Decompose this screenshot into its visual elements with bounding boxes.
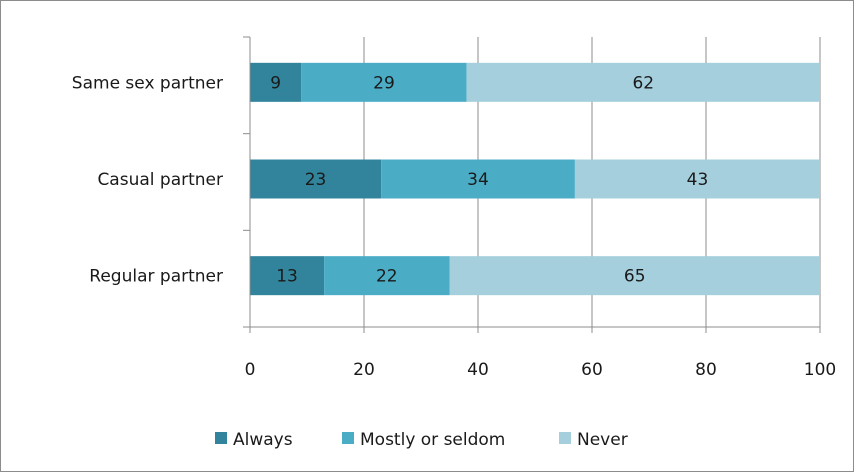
legend-swatch	[342, 432, 354, 444]
x-tick-label: 100	[804, 360, 836, 380]
category-label: Casual partner	[97, 170, 223, 190]
x-tick-label: 40	[467, 360, 489, 380]
data-label: 43	[687, 170, 709, 190]
data-label: 23	[305, 170, 327, 190]
category-label: Same sex partner	[72, 73, 223, 93]
data-label: 13	[276, 267, 298, 287]
legend-swatch	[559, 432, 571, 444]
data-label: 65	[624, 267, 646, 287]
bar-segment	[381, 159, 575, 199]
legend: Always Mostly or seldom Never	[215, 430, 628, 450]
bar-segment	[324, 256, 450, 296]
data-label: 29	[373, 73, 395, 93]
bar-segment	[449, 256, 820, 296]
axes	[243, 36, 821, 333]
bar-segment	[574, 159, 820, 199]
bar-segment	[250, 256, 325, 296]
labels: 0 20 40 60 80 100 9 29 62 Same sex partner 23 34 43 C…	[72, 73, 836, 380]
x-tick-label: 80	[695, 360, 717, 380]
x-tick-label: 20	[353, 360, 375, 380]
bar-segment	[250, 159, 382, 199]
bars	[250, 62, 820, 296]
legend-label: Always	[233, 430, 293, 450]
bar-segment	[466, 62, 820, 102]
legend-label: Mostly or seldom	[360, 430, 505, 450]
data-label: 62	[632, 73, 654, 93]
legend-swatch	[215, 432, 227, 444]
bar-segment	[301, 62, 467, 102]
data-label: 34	[467, 170, 489, 190]
x-tick-label: 0	[245, 360, 256, 380]
category-label: Regular partner	[89, 267, 223, 287]
x-tick-label: 60	[581, 360, 603, 380]
data-label: 22	[376, 267, 398, 287]
bar-segment	[250, 62, 302, 102]
data-label: 9	[270, 73, 281, 93]
legend-label: Never	[577, 430, 628, 450]
